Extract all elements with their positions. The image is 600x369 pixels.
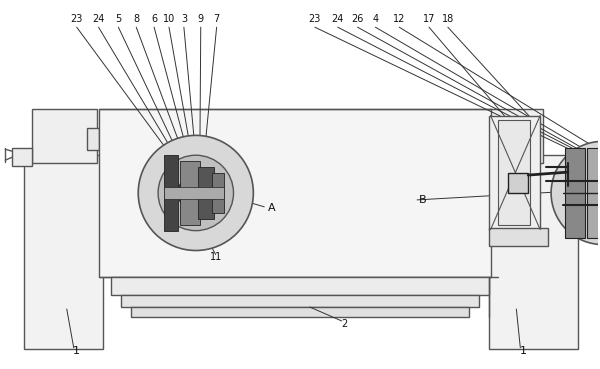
Text: 8: 8 (133, 14, 139, 24)
Bar (86, 128, 98, 150)
Text: 6: 6 (151, 14, 157, 24)
Text: B: B (419, 195, 427, 205)
Text: 7: 7 (214, 14, 220, 24)
Text: 1: 1 (520, 346, 527, 356)
Bar (180, 161, 200, 225)
Text: 9: 9 (197, 14, 204, 24)
Bar (565, 148, 585, 238)
Text: 26: 26 (352, 14, 364, 24)
Text: 17: 17 (423, 14, 435, 24)
Circle shape (551, 141, 600, 245)
Bar (131, 307, 469, 317)
Text: 23: 23 (308, 14, 321, 24)
Bar (164, 187, 224, 199)
Bar (508, 173, 528, 193)
Bar (488, 115, 540, 230)
Text: 1: 1 (73, 346, 80, 356)
Bar (32, 108, 97, 163)
Bar (164, 155, 178, 231)
Bar (98, 108, 491, 277)
Text: 5: 5 (115, 14, 122, 24)
Bar (488, 155, 578, 349)
Bar (12, 148, 32, 166)
Text: 3: 3 (181, 14, 187, 24)
Text: 11: 11 (209, 252, 222, 262)
Bar (587, 148, 600, 238)
Bar (198, 167, 214, 219)
Text: 24: 24 (92, 14, 105, 24)
Text: 4: 4 (373, 14, 379, 24)
Text: A: A (268, 203, 276, 213)
Text: 23: 23 (71, 14, 83, 24)
Bar (212, 173, 224, 213)
Bar (121, 295, 479, 307)
Text: 24: 24 (332, 14, 344, 24)
Circle shape (158, 155, 233, 231)
Bar (488, 228, 548, 245)
Text: 12: 12 (393, 14, 406, 24)
Circle shape (178, 175, 214, 211)
Bar (488, 108, 543, 163)
Bar (499, 121, 530, 225)
Circle shape (138, 135, 253, 251)
Text: 2: 2 (341, 319, 348, 329)
Bar (24, 155, 103, 349)
Bar (112, 277, 488, 295)
Text: 10: 10 (163, 14, 175, 24)
Text: 18: 18 (442, 14, 454, 24)
